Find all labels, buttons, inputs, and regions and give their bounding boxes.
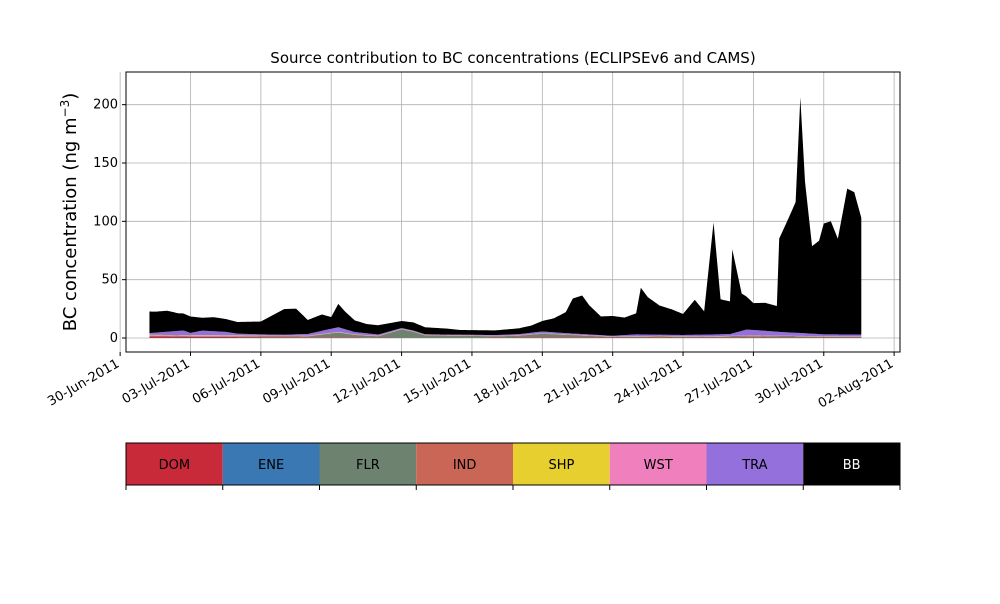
stacked-areas <box>149 97 862 338</box>
x-tick-label: 30-Jul-2011 <box>753 356 826 407</box>
area-ind <box>149 329 862 337</box>
y-tick-label: 150 <box>93 156 118 171</box>
area-bb <box>149 97 862 336</box>
area-flr <box>149 329 862 338</box>
y-axis-label-close: ) <box>60 93 81 100</box>
legend-frame <box>125 442 901 486</box>
chart-title: Source contribution to BC concentrations… <box>270 49 755 67</box>
legend-swatch-tra <box>706 443 804 485</box>
area-ene <box>149 336 862 338</box>
y-tick-label: 0 <box>110 331 118 346</box>
y-tick-label: 50 <box>101 273 118 288</box>
x-tick-label: 30-Jun-2011 <box>45 356 122 409</box>
legend-swatch-bb <box>803 443 900 485</box>
legend-label-wst: WST <box>644 458 673 473</box>
grid <box>119 72 900 352</box>
y-tick-label: 100 <box>93 214 118 229</box>
legend-label-tra: TRA <box>741 458 767 473</box>
legend-label-bb: BB <box>843 458 861 473</box>
legend-label-ene: ENE <box>258 458 284 473</box>
legend-colorbar: DOM ENE FLR IND SHP WST TRA BB <box>125 442 901 490</box>
legend-swatch-flr <box>319 443 417 485</box>
plot-frame <box>125 71 901 353</box>
legend-label-shp: SHP <box>548 458 574 473</box>
y-axis-label: BC concentration (ng m−3) <box>58 93 81 332</box>
legend-label-ind: IND <box>453 458 477 473</box>
axis-ticks: 0 50 100 150 200 30-Jun-201103-Jul-201106-Jul… <box>45 98 896 412</box>
legend-swatch-dom <box>126 443 223 485</box>
x-tick-label: 02-Aug-2011 <box>816 356 896 411</box>
area-dom <box>149 336 862 338</box>
x-tick-label: 27-Jul-2011 <box>683 356 756 407</box>
x-tick-label: 03-Jul-2011 <box>120 356 193 407</box>
x-tick-label: 09-Jul-2011 <box>260 356 333 407</box>
legend-swatch-ind <box>416 443 513 485</box>
legend-swatch-shp <box>513 443 610 485</box>
legend-label-flr: FLR <box>356 458 380 473</box>
y-axis-label-main: BC concentration (ng m <box>60 117 81 331</box>
y-axis-label-superscript: −3 <box>58 100 72 118</box>
y-tick-label: 200 <box>93 98 118 113</box>
x-tick-label: 12-Jul-2011 <box>331 356 404 407</box>
legend-swatch-wst <box>609 443 707 485</box>
x-tick-label: 06-Jul-2011 <box>190 356 263 407</box>
legend-swatch-ene <box>222 443 320 485</box>
x-tick-label: 21-Jul-2011 <box>542 356 615 407</box>
x-tick-label: 18-Jul-2011 <box>472 356 545 407</box>
legend-label-dom: DOM <box>159 458 190 473</box>
area-tra <box>149 327 862 337</box>
x-tick-label: 15-Jul-2011 <box>401 356 474 407</box>
x-tick-label: 24-Jul-2011 <box>612 356 685 407</box>
